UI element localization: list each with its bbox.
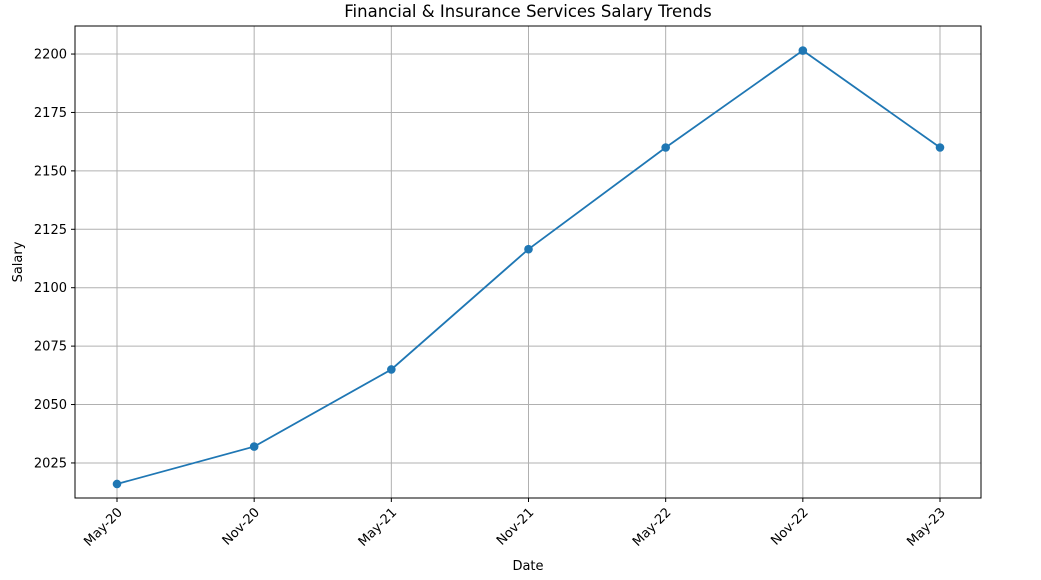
y-tick-label: 2200	[34, 48, 67, 63]
data-point	[524, 244, 533, 254]
x-tick-label: Nov-22	[768, 505, 811, 548]
y-axis-label: Salary	[11, 241, 26, 282]
y-tick-label: 2075	[34, 340, 67, 355]
x-tick-label: Nov-20	[220, 505, 263, 548]
y-tick-label: 2100	[34, 281, 67, 296]
y-axis: 2025 2050 2075 2100 2125 2150 2175 2200	[34, 48, 75, 471]
y-tick-label: 2150	[34, 164, 67, 179]
data-point	[112, 479, 122, 489]
x-tick-label: May-20	[81, 505, 125, 549]
x-tick-label: May-23	[904, 505, 948, 549]
y-tick-label: 2025	[34, 456, 67, 471]
grid-layer	[75, 26, 981, 498]
plot-frame	[74, 25, 982, 499]
data-point	[249, 442, 259, 451]
data-point	[387, 365, 396, 374]
x-tick-label: May-22	[630, 505, 674, 549]
data-point	[798, 46, 808, 55]
x-tick-label: May-21	[356, 505, 400, 549]
y-tick-label: 2175	[34, 106, 67, 121]
series-layer	[112, 46, 945, 489]
x-tick-label: Nov-21	[494, 505, 537, 548]
x-axis-label: Date	[512, 559, 543, 574]
y-tick-label: 2050	[34, 398, 67, 413]
chart-title: Financial & Insurance Services Salary Tr…	[344, 2, 711, 21]
data-point	[661, 143, 670, 152]
data-point	[935, 143, 945, 152]
y-tick-label: 2125	[34, 223, 67, 238]
x-axis: May-20 Nov-20 May-21 Nov-21 May-22 Nov-22 May-…	[81, 498, 949, 550]
